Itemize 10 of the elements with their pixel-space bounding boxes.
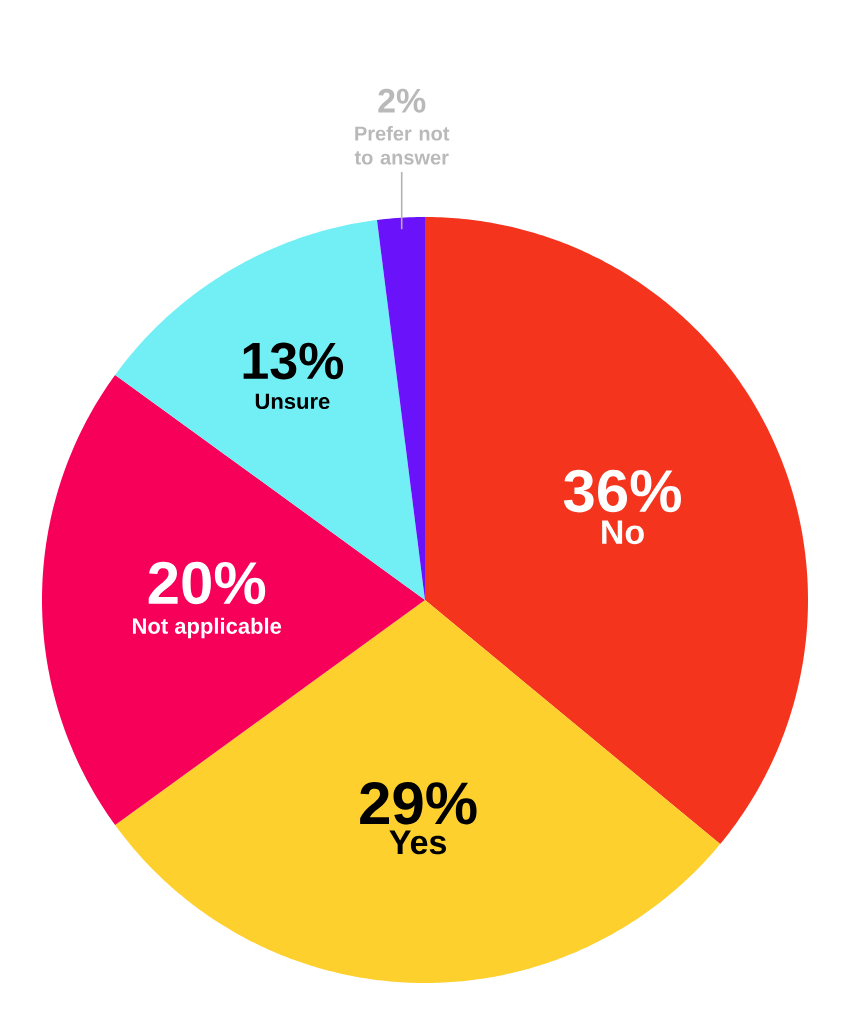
slice-label: No xyxy=(602,520,644,545)
slice-label: Unsure xyxy=(255,393,330,410)
data-label: 2% xyxy=(378,88,426,113)
slice-label: Not applicable xyxy=(133,617,282,639)
slice-label: Prefer not to answer xyxy=(354,125,450,165)
data-label: 13% xyxy=(243,342,344,380)
data-label: 29% xyxy=(360,782,477,825)
data-label: 36% xyxy=(563,469,681,513)
slice-label: Yes xyxy=(389,830,446,855)
data-label: 20% xyxy=(148,561,266,605)
